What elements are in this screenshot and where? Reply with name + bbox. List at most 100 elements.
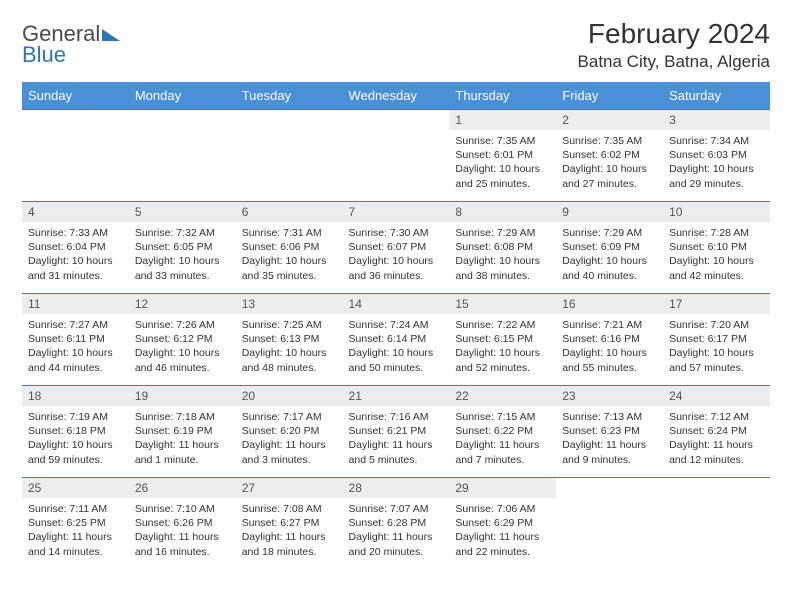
sunset-text: Sunset: 6:18 PM	[28, 424, 123, 438]
calendar-day-cell: 24Sunrise: 7:12 AMSunset: 6:24 PMDayligh…	[663, 386, 770, 478]
calendar-day-cell: 9Sunrise: 7:29 AMSunset: 6:09 PMDaylight…	[556, 202, 663, 294]
day-number: 21	[343, 386, 450, 406]
day-details: Sunrise: 7:34 AMSunset: 6:03 PMDaylight:…	[663, 130, 770, 193]
sunrise-text: Sunrise: 7:24 AM	[349, 318, 444, 332]
day-details: Sunrise: 7:08 AMSunset: 6:27 PMDaylight:…	[236, 498, 343, 561]
sunset-text: Sunset: 6:26 PM	[135, 516, 230, 530]
sunrise-text: Sunrise: 7:06 AM	[455, 502, 550, 516]
sunrise-text: Sunrise: 7:26 AM	[135, 318, 230, 332]
sunset-text: Sunset: 6:07 PM	[349, 240, 444, 254]
sunset-text: Sunset: 6:05 PM	[135, 240, 230, 254]
calendar-day-cell: 25Sunrise: 7:11 AMSunset: 6:25 PMDayligh…	[22, 478, 129, 570]
daylight-text: Daylight: 10 hours and 46 minutes.	[135, 346, 230, 374]
month-title: February 2024	[578, 18, 770, 50]
sunset-text: Sunset: 6:06 PM	[242, 240, 337, 254]
daylight-text: Daylight: 10 hours and 50 minutes.	[349, 346, 444, 374]
location-text: Batna City, Batna, Algeria	[578, 52, 770, 72]
day-details: Sunrise: 7:20 AMSunset: 6:17 PMDaylight:…	[663, 314, 770, 377]
sunset-text: Sunset: 6:19 PM	[135, 424, 230, 438]
sunset-text: Sunset: 6:16 PM	[562, 332, 657, 346]
sunrise-text: Sunrise: 7:33 AM	[28, 226, 123, 240]
day-details: Sunrise: 7:35 AMSunset: 6:01 PMDaylight:…	[449, 130, 556, 193]
calendar-page: GeneralBlue February 2024 Batna City, Ba…	[0, 0, 792, 580]
daylight-text: Daylight: 11 hours and 3 minutes.	[242, 438, 337, 466]
calendar-day-cell	[556, 478, 663, 570]
calendar-day-cell: 13Sunrise: 7:25 AMSunset: 6:13 PMDayligh…	[236, 294, 343, 386]
daylight-text: Daylight: 10 hours and 57 minutes.	[669, 346, 764, 374]
day-number: 9	[556, 202, 663, 222]
sunset-text: Sunset: 6:22 PM	[455, 424, 550, 438]
day-number: 17	[663, 294, 770, 314]
calendar-day-cell: 20Sunrise: 7:17 AMSunset: 6:20 PMDayligh…	[236, 386, 343, 478]
day-number: 6	[236, 202, 343, 222]
daylight-text: Daylight: 11 hours and 1 minute.	[135, 438, 230, 466]
weekday-header: Friday	[556, 82, 663, 110]
sunset-text: Sunset: 6:13 PM	[242, 332, 337, 346]
calendar-table: Sunday Monday Tuesday Wednesday Thursday…	[22, 82, 770, 570]
day-details: Sunrise: 7:13 AMSunset: 6:23 PMDaylight:…	[556, 406, 663, 469]
title-block: February 2024 Batna City, Batna, Algeria	[578, 18, 770, 72]
sunrise-text: Sunrise: 7:15 AM	[455, 410, 550, 424]
daylight-text: Daylight: 11 hours and 16 minutes.	[135, 530, 230, 558]
sunrise-text: Sunrise: 7:22 AM	[455, 318, 550, 332]
calendar-day-cell: 26Sunrise: 7:10 AMSunset: 6:26 PMDayligh…	[129, 478, 236, 570]
daylight-text: Daylight: 10 hours and 31 minutes.	[28, 254, 123, 282]
daylight-text: Daylight: 10 hours and 25 minutes.	[455, 162, 550, 190]
daylight-text: Daylight: 10 hours and 33 minutes.	[135, 254, 230, 282]
sunset-text: Sunset: 6:27 PM	[242, 516, 337, 530]
daylight-text: Daylight: 10 hours and 35 minutes.	[242, 254, 337, 282]
day-number: 16	[556, 294, 663, 314]
sunrise-text: Sunrise: 7:11 AM	[28, 502, 123, 516]
daylight-text: Daylight: 10 hours and 29 minutes.	[669, 162, 764, 190]
sunrise-text: Sunrise: 7:35 AM	[562, 134, 657, 148]
calendar-day-cell: 19Sunrise: 7:18 AMSunset: 6:19 PMDayligh…	[129, 386, 236, 478]
day-details: Sunrise: 7:06 AMSunset: 6:29 PMDaylight:…	[449, 498, 556, 561]
calendar-day-cell: 8Sunrise: 7:29 AMSunset: 6:08 PMDaylight…	[449, 202, 556, 294]
day-number: 26	[129, 478, 236, 498]
day-number: 1	[449, 110, 556, 130]
day-number: 18	[22, 386, 129, 406]
daylight-text: Daylight: 11 hours and 12 minutes.	[669, 438, 764, 466]
sunrise-text: Sunrise: 7:31 AM	[242, 226, 337, 240]
calendar-day-cell	[236, 110, 343, 202]
sunrise-text: Sunrise: 7:13 AM	[562, 410, 657, 424]
day-number: 19	[129, 386, 236, 406]
calendar-day-cell: 1Sunrise: 7:35 AMSunset: 6:01 PMDaylight…	[449, 110, 556, 202]
day-details: Sunrise: 7:28 AMSunset: 6:10 PMDaylight:…	[663, 222, 770, 285]
daylight-text: Daylight: 10 hours and 36 minutes.	[349, 254, 444, 282]
day-details: Sunrise: 7:26 AMSunset: 6:12 PMDaylight:…	[129, 314, 236, 377]
day-details: Sunrise: 7:27 AMSunset: 6:11 PMDaylight:…	[22, 314, 129, 377]
sunrise-text: Sunrise: 7:08 AM	[242, 502, 337, 516]
calendar-day-cell: 16Sunrise: 7:21 AMSunset: 6:16 PMDayligh…	[556, 294, 663, 386]
day-details: Sunrise: 7:07 AMSunset: 6:28 PMDaylight:…	[343, 498, 450, 561]
day-details: Sunrise: 7:10 AMSunset: 6:26 PMDaylight:…	[129, 498, 236, 561]
sunrise-text: Sunrise: 7:32 AM	[135, 226, 230, 240]
logo-triangle-icon	[102, 29, 120, 41]
calendar-week-row: 25Sunrise: 7:11 AMSunset: 6:25 PMDayligh…	[22, 478, 770, 570]
daylight-text: Daylight: 10 hours and 38 minutes.	[455, 254, 550, 282]
day-number: 20	[236, 386, 343, 406]
day-number: 10	[663, 202, 770, 222]
sunset-text: Sunset: 6:25 PM	[28, 516, 123, 530]
day-number: 15	[449, 294, 556, 314]
header: GeneralBlue February 2024 Batna City, Ba…	[22, 18, 770, 72]
weekday-header: Thursday	[449, 82, 556, 110]
day-details: Sunrise: 7:19 AMSunset: 6:18 PMDaylight:…	[22, 406, 129, 469]
day-details: Sunrise: 7:21 AMSunset: 6:16 PMDaylight:…	[556, 314, 663, 377]
daylight-text: Daylight: 11 hours and 7 minutes.	[455, 438, 550, 466]
calendar-day-cell: 2Sunrise: 7:35 AMSunset: 6:02 PMDaylight…	[556, 110, 663, 202]
day-number: 2	[556, 110, 663, 130]
sunset-text: Sunset: 6:17 PM	[669, 332, 764, 346]
daylight-text: Daylight: 10 hours and 42 minutes.	[669, 254, 764, 282]
sunrise-text: Sunrise: 7:30 AM	[349, 226, 444, 240]
sunset-text: Sunset: 6:29 PM	[455, 516, 550, 530]
day-details: Sunrise: 7:22 AMSunset: 6:15 PMDaylight:…	[449, 314, 556, 377]
calendar-day-cell: 27Sunrise: 7:08 AMSunset: 6:27 PMDayligh…	[236, 478, 343, 570]
day-number: 14	[343, 294, 450, 314]
calendar-day-cell: 4Sunrise: 7:33 AMSunset: 6:04 PMDaylight…	[22, 202, 129, 294]
sunset-text: Sunset: 6:04 PM	[28, 240, 123, 254]
sunset-text: Sunset: 6:21 PM	[349, 424, 444, 438]
day-details: Sunrise: 7:24 AMSunset: 6:14 PMDaylight:…	[343, 314, 450, 377]
calendar-day-cell: 29Sunrise: 7:06 AMSunset: 6:29 PMDayligh…	[449, 478, 556, 570]
sunset-text: Sunset: 6:03 PM	[669, 148, 764, 162]
